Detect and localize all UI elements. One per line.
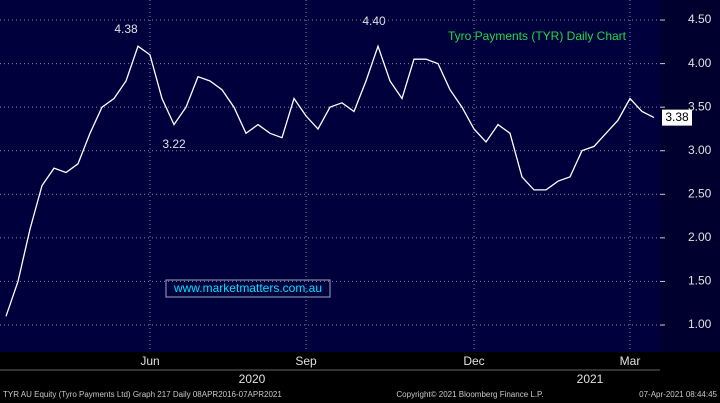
y-tick-label: 4.50 xyxy=(688,12,712,26)
footer-center: Copyright© 2021 Bloomberg Finance L.P. xyxy=(396,390,543,399)
last-price-box xyxy=(662,109,692,126)
axis-area xyxy=(660,0,720,352)
y-tick-label: 2.50 xyxy=(688,186,712,200)
year-label: 2020 xyxy=(239,372,266,386)
chart-title: Tyro Payments (TYR) Daily Chart xyxy=(448,29,627,43)
footer-right: 07-Apr-2021 08:44:45 xyxy=(639,390,717,399)
price-line xyxy=(5,44,655,317)
y-tick-label: 4.00 xyxy=(688,56,712,70)
year-label: 2021 xyxy=(577,372,604,386)
annotation: 4.38 xyxy=(114,22,138,36)
x-tick-label: Mar xyxy=(620,354,641,368)
y-tick-label: 1.50 xyxy=(688,274,712,288)
x-tick-label: Dec xyxy=(463,354,484,368)
plot-area xyxy=(0,0,660,352)
y-tick-label: 2.00 xyxy=(688,230,712,244)
last-price-label: 3.38 xyxy=(665,110,689,124)
x-tick-label: Jun xyxy=(140,354,159,368)
x-tick-label: Sep xyxy=(295,354,317,368)
footer-left: TYR AU Equity (Tyro Payments Ltd) Graph … xyxy=(3,390,282,399)
y-tick-label: 1.00 xyxy=(688,317,712,331)
annotation: 4.40 xyxy=(362,14,386,28)
annotation: 3.22 xyxy=(162,137,186,151)
y-tick-label: 3.00 xyxy=(688,143,712,157)
y-tick-label: 3.50 xyxy=(688,99,712,113)
watermark: www.marketmatters.com.au xyxy=(173,281,322,295)
watermark-box xyxy=(165,279,331,298)
